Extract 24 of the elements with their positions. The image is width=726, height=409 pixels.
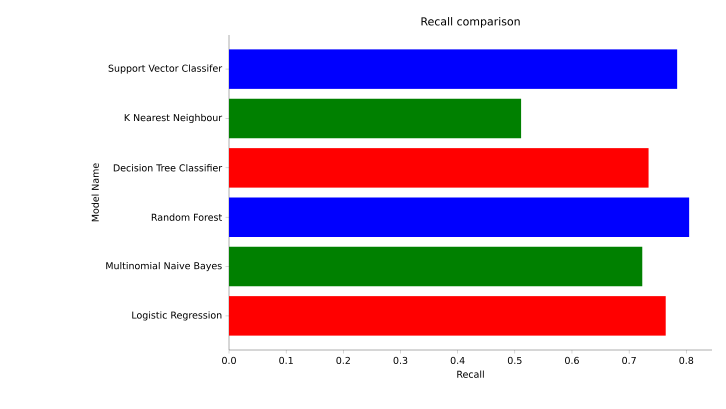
x-tick-label: 0.8 <box>679 356 694 364</box>
x-tick-label: 0.0 <box>222 356 236 364</box>
y-tick-label: Random Forest <box>152 214 222 221</box>
x-tick-label: 0.5 <box>508 356 522 364</box>
chart-title: Recall comparison <box>422 17 520 28</box>
y-tick-label: Support Vector Classifer <box>108 64 222 74</box>
x-tick-label: 0.1 <box>279 356 293 364</box>
bar <box>229 246 642 286</box>
bar <box>229 148 649 188</box>
x-tick-label: 0.2 <box>336 356 350 364</box>
bar <box>229 49 678 89</box>
y-tick-label: Logistic Regression <box>132 311 222 321</box>
x-tick-label: 0.4 <box>450 356 465 364</box>
bar <box>229 197 690 237</box>
bar <box>229 98 522 138</box>
x-tick-label: 0.3 <box>394 356 408 364</box>
y-axis-title: Model Name <box>92 163 99 222</box>
x-tick-label: 0.7 <box>622 356 636 364</box>
x-axis-title: Recall <box>457 370 484 378</box>
y-tick-label: K Nearest Neighbour <box>124 114 222 124</box>
y-tick-label: Multinomial Naive Bayes <box>106 262 222 272</box>
y-tick-label: Decision Tree Classifier <box>114 164 222 172</box>
x-tick-label: 0.6 <box>565 356 579 364</box>
bar <box>229 296 666 336</box>
